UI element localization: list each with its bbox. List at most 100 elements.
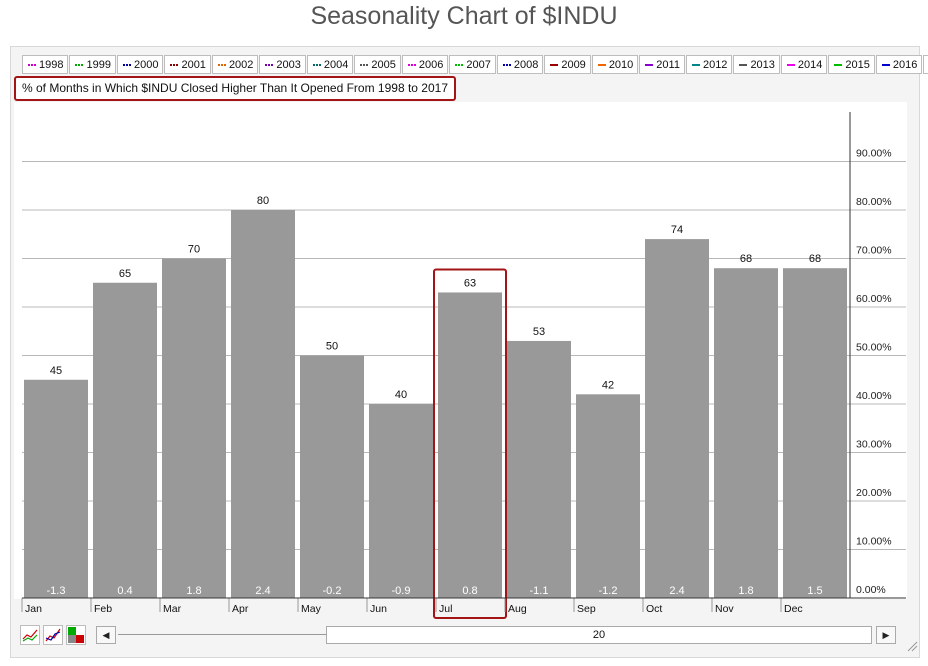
bar-nov xyxy=(714,268,778,598)
bar-oct xyxy=(645,239,709,598)
legend-label: 2013 xyxy=(750,58,775,71)
legend-label: 1999 xyxy=(86,58,111,71)
legend-swatch xyxy=(170,63,179,66)
y-tick-label: 0.00% xyxy=(856,584,886,596)
legend-swatch xyxy=(312,63,321,66)
bar-feb xyxy=(93,282,157,598)
legend-label: 2004 xyxy=(323,58,349,71)
x-tick-label: Feb xyxy=(94,603,112,615)
legend-label: 2015 xyxy=(845,58,870,71)
x-tick-label: Dec xyxy=(784,603,803,615)
bar-jan xyxy=(24,379,88,598)
x-tick-label: Aug xyxy=(508,603,527,615)
legend-item-2011[interactable]: 2011 xyxy=(639,55,685,74)
highlight-box xyxy=(433,268,507,619)
bar-value-label: 40 xyxy=(395,389,407,401)
bar-may xyxy=(300,355,364,598)
legend-swatch xyxy=(265,63,274,66)
bar-value-label: 68 xyxy=(809,253,821,265)
avg-change-label: -1.2 xyxy=(599,585,618,597)
resize-grip-icon[interactable] xyxy=(906,640,918,652)
avg-change-label: -1.1 xyxy=(530,585,549,597)
legend-label: 2008 xyxy=(513,58,539,71)
legend-item-2007[interactable]: 2007 xyxy=(449,55,496,74)
legend-swatch xyxy=(75,63,84,66)
bar-jun xyxy=(369,404,433,598)
legend-label: 2016 xyxy=(892,58,918,71)
bar-value-label: 80 xyxy=(257,195,269,207)
y-tick-label: 10.00% xyxy=(856,536,892,548)
legend-label: 2006 xyxy=(418,58,444,71)
bar-mar xyxy=(162,258,226,598)
legend-item-2016[interactable]: 2016 xyxy=(875,55,923,74)
avg-change-label: 2.4 xyxy=(669,585,684,597)
legend-item-2010[interactable]: 2010 xyxy=(591,55,639,74)
bar-value-label: 42 xyxy=(602,379,614,391)
bar-value-label: 63 xyxy=(464,277,476,289)
legend-swatch xyxy=(834,63,843,66)
avg-change-label: 1.5 xyxy=(807,585,822,597)
legend-swatch xyxy=(122,63,131,66)
legend-item-2009[interactable]: 2009 xyxy=(544,55,591,74)
y-tick-label: 60.00% xyxy=(856,293,892,305)
legend-item-2006[interactable]: 2006 xyxy=(401,55,449,74)
legend-item-2014[interactable]: 2014 xyxy=(780,55,828,74)
legend-swatch xyxy=(502,63,511,66)
years-slider[interactable]: 20 xyxy=(326,626,872,644)
legend-item-2017[interactable]: 2017 xyxy=(923,55,928,74)
bar-apr xyxy=(231,210,295,598)
y-tick-label: 80.00% xyxy=(856,196,892,208)
y-tick-label: 50.00% xyxy=(856,342,892,354)
bar-dec xyxy=(783,268,847,598)
legend-item-2015[interactable]: 2015 xyxy=(828,55,875,74)
x-tick-label: Sep xyxy=(577,603,596,615)
line-chart-icon[interactable] xyxy=(20,625,40,645)
legend-swatch xyxy=(881,63,890,66)
x-tick-label: Jan xyxy=(25,603,42,615)
legend-item-1998[interactable]: 1998 xyxy=(22,55,69,74)
scroll-left-button[interactable]: ◀ xyxy=(96,626,116,644)
legend-label: 2005 xyxy=(371,58,396,71)
legend-item-1999[interactable]: 1999 xyxy=(69,55,116,74)
y-tick-label: 20.00% xyxy=(856,487,892,499)
legend-swatch xyxy=(597,63,606,66)
legend-swatch xyxy=(217,63,226,66)
bar-chart-icon[interactable] xyxy=(66,625,86,645)
legend-item-2001[interactable]: 2001 xyxy=(164,55,211,74)
x-tick-label: Jun xyxy=(370,603,387,615)
scroll-track[interactable] xyxy=(118,634,328,635)
legend-item-2008[interactable]: 2008 xyxy=(496,55,544,74)
bar-jul xyxy=(438,292,502,598)
legend-swatch xyxy=(691,63,700,66)
legend-item-2003[interactable]: 2003 xyxy=(259,55,306,74)
bar-aug xyxy=(507,340,571,598)
chart-subtitle: % of Months in Which $INDU Closed Higher… xyxy=(14,76,456,101)
x-tick-label: Jul xyxy=(439,603,452,615)
legend-item-2005[interactable]: 2005 xyxy=(354,55,401,74)
multi-line-chart-icon[interactable] xyxy=(43,625,63,645)
legend-item-2000[interactable]: 2000 xyxy=(116,55,164,74)
avg-change-label: -0.9 xyxy=(392,585,411,597)
legend-item-2002[interactable]: 2002 xyxy=(211,55,259,74)
bar-value-label: 65 xyxy=(119,268,131,280)
year-legend: 1998 1999 2000 2001 2002 2003 2004 2005 2006 2007… xyxy=(22,55,928,75)
legend-swatch xyxy=(786,63,795,66)
legend-label: 2007 xyxy=(466,58,491,71)
avg-change-label: 0.4 xyxy=(117,585,132,597)
legend-item-2013[interactable]: 2013 xyxy=(733,55,780,74)
y-tick-label: 90.00% xyxy=(856,148,892,160)
avg-change-label: -0.2 xyxy=(323,585,342,597)
x-tick-label: Nov xyxy=(715,603,734,615)
legend-item-2012[interactable]: 2012 xyxy=(685,55,733,74)
legend-swatch xyxy=(455,63,464,66)
bar-sep xyxy=(576,394,640,598)
legend-label: 2000 xyxy=(133,58,159,71)
legend-label: 2003 xyxy=(276,58,301,71)
avg-change-label: 1.8 xyxy=(738,585,753,597)
avg-change-label: 1.8 xyxy=(186,585,201,597)
legend-item-2004[interactable]: 2004 xyxy=(306,55,354,74)
legend-label: 2012 xyxy=(702,58,728,71)
avg-change-label: 2.4 xyxy=(255,585,270,597)
bar-value-label: 70 xyxy=(188,244,200,256)
scroll-right-button[interactable]: ▶ xyxy=(876,626,896,644)
